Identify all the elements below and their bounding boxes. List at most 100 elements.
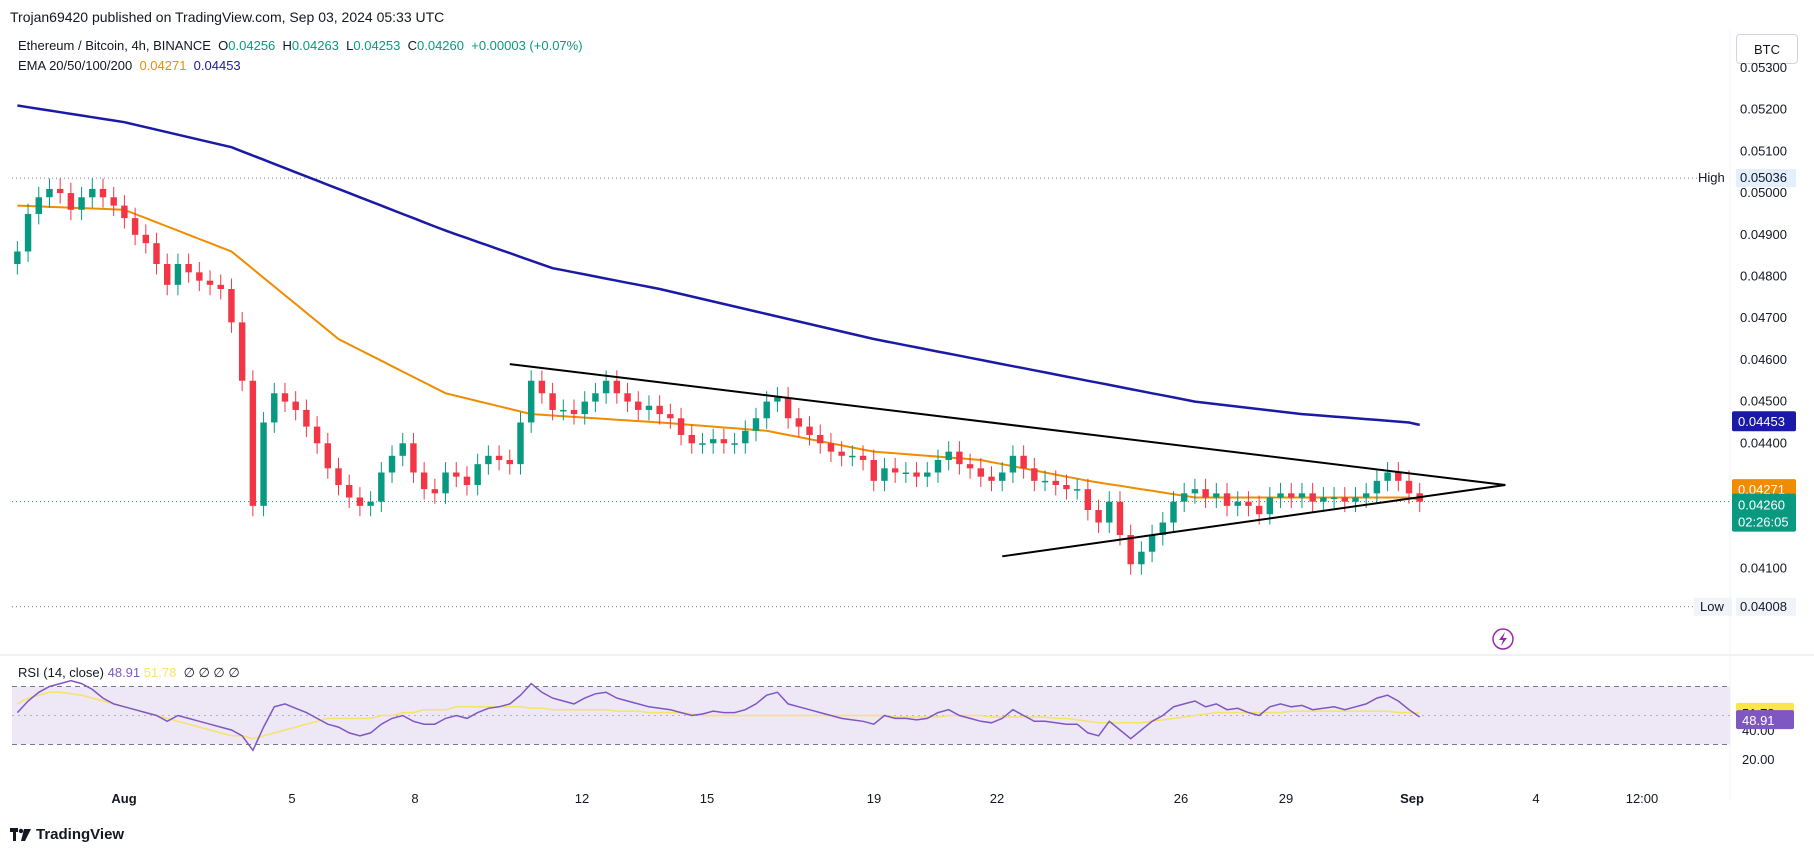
candle-body xyxy=(752,418,760,431)
candle-body xyxy=(1191,489,1199,494)
rsi-value-axis-label: 48.91 xyxy=(1742,713,1775,728)
candle-body xyxy=(313,426,321,444)
lightning-icon xyxy=(1492,628,1514,650)
candle-body xyxy=(817,434,824,444)
rsi-value: 48.91 xyxy=(107,665,141,680)
triangle-lower-line xyxy=(1002,484,1506,558)
candle-body xyxy=(1202,489,1209,498)
candle-body xyxy=(110,197,117,206)
time-tick: Sep xyxy=(1400,791,1424,806)
candle-body xyxy=(613,380,621,394)
low-label: L xyxy=(346,38,354,53)
candle-body xyxy=(442,472,449,494)
candle-body xyxy=(46,188,53,198)
candle-body xyxy=(24,213,32,252)
candle-body xyxy=(185,263,192,273)
candle-body xyxy=(281,393,289,402)
candle-body xyxy=(527,380,535,423)
time-tick: 19 xyxy=(867,791,881,806)
time-tick: 29 xyxy=(1279,791,1293,806)
candle-body xyxy=(1009,455,1017,473)
candle-body xyxy=(164,263,171,285)
candle-body xyxy=(1320,497,1327,502)
time-tick: 26 xyxy=(1174,791,1188,806)
candle-body xyxy=(924,472,931,477)
candle-body xyxy=(977,468,985,477)
candle-body xyxy=(645,405,653,410)
candle-body xyxy=(1277,493,1284,498)
candle-body xyxy=(709,439,717,444)
high-value: 0.05036 xyxy=(1740,170,1787,185)
last-price-box xyxy=(1732,493,1796,532)
candle-body xyxy=(1148,535,1156,552)
candle-body xyxy=(1180,493,1188,502)
rsi-value-box xyxy=(1736,710,1794,730)
candle-body xyxy=(335,468,342,485)
ema-label[interactable]: EMA 20/50/100/200 xyxy=(18,58,133,73)
candle-body xyxy=(1223,493,1231,506)
candle-body xyxy=(303,409,310,427)
ema-long-price-box xyxy=(1732,411,1796,432)
low-value-box xyxy=(1736,597,1796,616)
candle-body xyxy=(1362,493,1370,498)
price-tick: 0.04800 xyxy=(1740,269,1787,284)
candle-body xyxy=(934,459,942,473)
candle-body xyxy=(99,188,107,198)
candle-body xyxy=(410,443,417,473)
candle-body xyxy=(1020,455,1027,469)
ema-short-line xyxy=(17,204,1420,501)
rsi-label[interactable]: RSI (14, close) xyxy=(18,665,104,680)
candle-body xyxy=(345,485,353,498)
candle-body xyxy=(688,434,695,444)
candle-body xyxy=(570,409,578,415)
low-value: 0.04008 xyxy=(1740,599,1787,614)
candle-body xyxy=(399,443,406,456)
candle-body xyxy=(1352,497,1359,502)
candle-body xyxy=(667,414,674,419)
high-value-box xyxy=(1736,169,1796,188)
ema-long-line xyxy=(17,104,1420,427)
candle-body xyxy=(1127,535,1134,565)
candle-body xyxy=(324,443,332,469)
rsi-ma-value: 51.78 xyxy=(143,665,177,680)
candle-body xyxy=(453,472,460,477)
time-tick: 4 xyxy=(1532,791,1539,806)
candle-body xyxy=(1405,480,1413,494)
candle-body xyxy=(720,439,728,444)
candle-body xyxy=(431,489,439,494)
candle-body xyxy=(913,472,920,477)
candle-body xyxy=(1234,501,1241,506)
candle-body xyxy=(56,188,64,194)
price-tick: 0.05200 xyxy=(1740,102,1787,117)
triangle-upper-line xyxy=(509,363,1506,486)
candle-body xyxy=(945,451,952,460)
ema-short-price-label: 0.04271 xyxy=(1738,482,1785,497)
candle-body xyxy=(271,393,278,423)
candle-body xyxy=(795,418,803,427)
price-tick: 0.04900 xyxy=(1740,227,1787,242)
candle-body xyxy=(131,218,139,235)
candle-body xyxy=(1395,472,1402,481)
candle-body xyxy=(602,380,610,394)
candle-body xyxy=(463,476,471,485)
candle-body xyxy=(1159,522,1167,536)
symbol-name[interactable]: Ethereum / Bitcoin, 4h, BINANCE xyxy=(18,38,211,53)
tradingview-logo[interactable]: TradingView xyxy=(10,826,124,843)
candle-body xyxy=(838,451,845,456)
price-tick: 0.04100 xyxy=(1740,560,1787,575)
currency-button[interactable]: BTC xyxy=(1736,34,1798,64)
close-value: 0.04260 xyxy=(417,38,464,53)
close-label: C xyxy=(407,38,417,53)
open-label: O xyxy=(218,38,229,53)
high-label: H xyxy=(282,38,292,53)
low-label: Low xyxy=(1700,599,1724,614)
candle-body xyxy=(560,409,567,412)
candle-body xyxy=(1095,510,1102,523)
candle-body xyxy=(238,322,246,381)
candle-body xyxy=(206,280,214,285)
time-tick: Aug xyxy=(111,791,136,806)
price-tick: 0.04600 xyxy=(1740,352,1787,367)
candle-body xyxy=(988,476,995,481)
time-tick: 12:00 xyxy=(1626,791,1659,806)
